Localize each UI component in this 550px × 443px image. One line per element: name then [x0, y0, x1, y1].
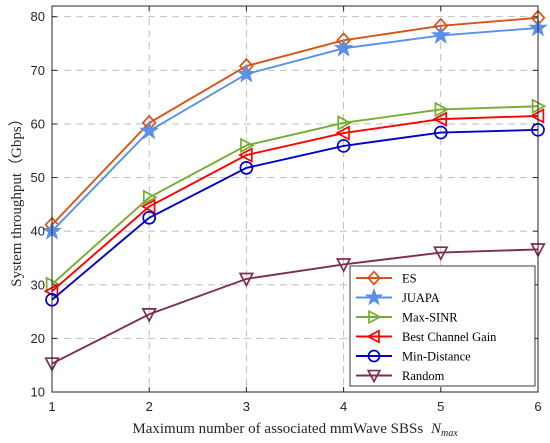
marker-star [364, 287, 384, 306]
x-tick-label: 3 [243, 399, 250, 414]
x-tick-labels: 1 2 3 4 5 6 [48, 399, 541, 414]
legend-entry: ES [356, 270, 417, 286]
data-point [237, 147, 253, 163]
legend-label: Random [402, 369, 445, 383]
y-tick-label: 30 [31, 277, 45, 292]
legend-box [349, 265, 536, 387]
data-point [430, 25, 451, 44]
x-axis-label-text: Maximum number of associated mmWave SBSs [132, 421, 423, 437]
data-point [434, 101, 450, 118]
y-tick-labels: 10 20 30 40 50 60 70 80 [31, 9, 45, 399]
x-axis-label-subscript: max [441, 428, 458, 439]
x-axis-label-symbol: N [430, 421, 442, 437]
legend-entry: Best Channel Gain [356, 329, 497, 344]
data-point [336, 139, 351, 153]
y-axis-label: System throughput（Gbps） [8, 111, 25, 286]
x-tick-label: 1 [48, 399, 55, 414]
data-point [139, 120, 160, 140]
y-tick-label: 20 [31, 331, 45, 346]
x-axis-label: Maximum number of associated mmWave SBSs… [132, 421, 458, 439]
series-line [51, 248, 539, 365]
legend-entry: JUAPA [356, 287, 440, 306]
legend-label: Min-Distance [402, 349, 471, 363]
series-best-channel-gain [43, 108, 545, 299]
legend-label: JUAPA [402, 291, 440, 305]
marker-diamond [367, 270, 381, 286]
y-tick-label: 10 [31, 385, 45, 400]
series-line [51, 128, 539, 301]
series-lines [42, 9, 548, 373]
legend-label: ES [402, 271, 417, 285]
data-point [141, 308, 157, 323]
data-point [238, 272, 255, 288]
data-point [239, 161, 254, 175]
series-line [51, 114, 539, 292]
data-point [531, 98, 547, 114]
data-point [335, 125, 350, 141]
data-point [236, 63, 257, 83]
legend-label: Best Channel Gain [402, 330, 497, 344]
data-point [433, 125, 448, 140]
data-point [433, 246, 449, 262]
series-line [51, 16, 539, 226]
x-tick-label: 4 [340, 399, 347, 414]
data-point [335, 258, 352, 273]
y-tick-label: 60 [31, 116, 45, 131]
series-random [44, 243, 546, 373]
data-point [142, 189, 158, 206]
legend-entry: Max-SINR [356, 309, 458, 325]
legend: ES JUAPA Max-SINR Best Channel Gain Min-Dist… [349, 265, 536, 387]
data-point [337, 115, 353, 131]
series-es [44, 9, 546, 233]
legend-entry: Min-Distance [356, 349, 471, 363]
marker-triangle-left [366, 329, 380, 344]
x-tick-label: 2 [146, 399, 153, 414]
legend-entry: Random [356, 369, 445, 384]
data-point [140, 198, 156, 215]
series-line [51, 27, 539, 232]
legend-label: Max-SINR [402, 310, 458, 324]
marker-circle [367, 349, 381, 363]
y-tick-label: 40 [31, 224, 45, 239]
data-point [529, 108, 545, 124]
x-tick-label: 5 [437, 399, 444, 414]
plot-area-border [51, 5, 539, 393]
data-point [432, 111, 448, 127]
marker-triangle-down [366, 369, 382, 384]
data-point [333, 37, 354, 57]
series-max-sinr [45, 98, 547, 292]
y-tick-label: 80 [31, 9, 45, 24]
y-tick-label: 50 [31, 170, 45, 185]
data-point [240, 137, 255, 154]
x-tick-label: 6 [534, 399, 541, 414]
series-line [51, 105, 539, 285]
y-tick-label: 70 [31, 63, 45, 78]
data-point [142, 210, 157, 225]
marker-triangle-right [368, 309, 382, 325]
